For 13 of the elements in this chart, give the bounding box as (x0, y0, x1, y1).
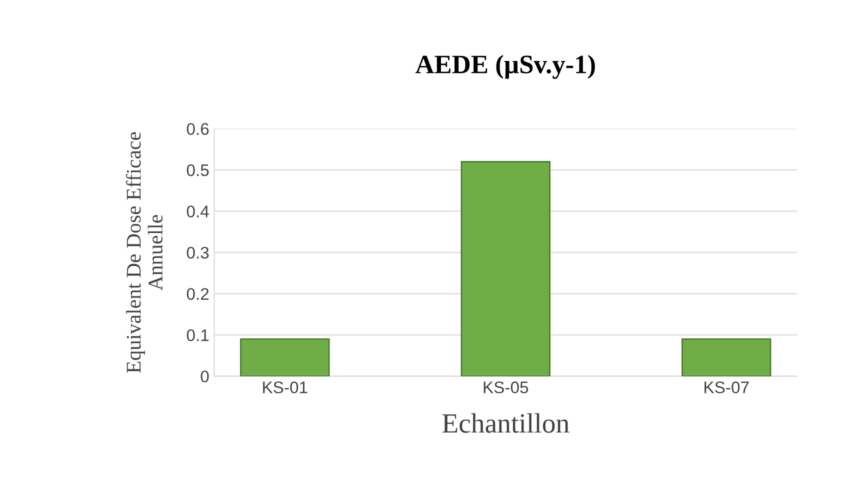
y-tick-label: 0 (200, 370, 209, 382)
y-tick-label: 0.1 (186, 329, 209, 342)
chart-title: AEDE (µSv.y-1) (415, 54, 595, 79)
x-tick-label: KS-05 (484, 382, 528, 394)
y-tick-label: 0.5 (186, 164, 209, 176)
y-tick-label: 0.2 (186, 288, 209, 300)
y-axis-title: Equivalent De Dose Efficace Annuelle (126, 132, 163, 373)
x-axis-title: Echantillon (442, 413, 570, 433)
x-tick-label: KS-07 (704, 382, 749, 394)
y-tick-label: 0.6 (186, 123, 209, 135)
y-tick-label: 0.4 (186, 206, 209, 218)
x-tick-label: KS-01 (263, 382, 308, 394)
y-tick-label: 0.3 (186, 246, 209, 259)
